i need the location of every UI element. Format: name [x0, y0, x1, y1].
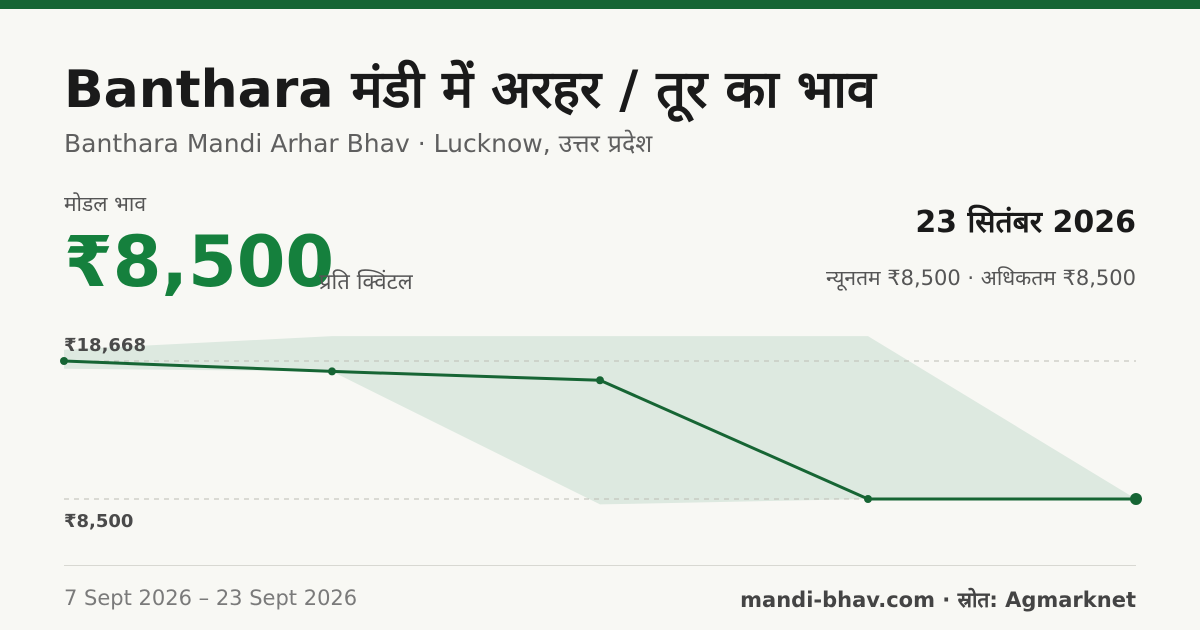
- top-accent-bar: [0, 0, 1200, 9]
- data-point-5: [1130, 493, 1142, 505]
- y-tick-max: ₹18,668: [64, 335, 146, 356]
- price-date: 23 सितंबर 2026: [915, 205, 1136, 240]
- page-title: Banthara मंडी में अरहर / तूर का भाव: [64, 60, 876, 120]
- min-max-price: न्यूनतम ₹8,500 · अधिकतम ₹8,500: [826, 266, 1136, 290]
- price-chart: ₹18,668 ₹8,500: [60, 335, 1142, 532]
- y-tick-min: ₹8,500: [64, 511, 133, 532]
- data-point-2: [328, 367, 336, 376]
- modal-price-value: ₹8,500: [64, 221, 335, 303]
- data-point-4: [864, 495, 872, 503]
- page-subtitle: Banthara Mandi Arhar Bhav · Lucknow, उत्…: [64, 129, 653, 158]
- footer-divider: [64, 565, 1136, 566]
- price-range-band: [64, 336, 1136, 505]
- date-range: 7 Sept 2026 – 23 Sept 2026: [64, 586, 358, 610]
- data-point-1: [60, 357, 68, 365]
- data-source: mandi-bhav.com · स्रोत: Agmarknet: [740, 588, 1136, 612]
- modal-price-label: मोडल भाव: [64, 192, 147, 216]
- data-point-3: [596, 376, 604, 385]
- price-unit: प्रति क्विंटल: [319, 270, 413, 295]
